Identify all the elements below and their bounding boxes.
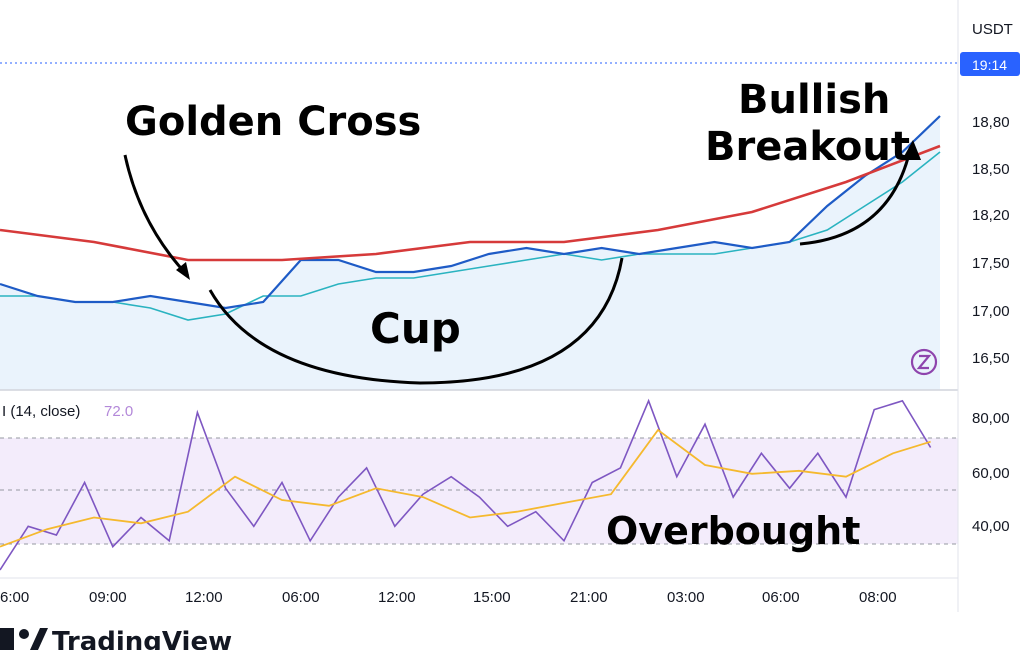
rsi-pane[interactable]: I (14, close) 72.0 Overbought [0,398,958,571]
y-tick-label: 18,20 [972,207,1010,224]
brand-name: TradingView [52,627,232,650]
x-tick-label: 15:00 [473,589,511,606]
x-tick-label: 21:00 [570,589,608,606]
x-tick-label: 6:00 [0,589,29,606]
rsi-header-value: 72.0 [104,403,133,420]
x-tick-label: 09:00 [89,589,127,606]
slow-ma-line [0,144,941,262]
price-pane[interactable]: Golden Cross Cup Bullish Breakout [0,62,958,390]
rsi-header-label: I (14, close) [2,403,80,420]
rsi-tick-label: 60,00 [972,465,1010,482]
golden-cross-arrow [123,154,190,278]
last-price-tag [960,52,1020,76]
cup-curve [208,257,624,385]
last-price-text: 19:14 [972,57,1007,73]
golden-cross-arrowhead [176,262,190,280]
y-tick-label: 17,00 [972,303,1010,320]
price-scale[interactable]: USDT 19:14 18,80 18,50 18,20 17,50 17,00… [957,0,1020,612]
annotation-cup: Cup [370,304,461,353]
y-tick-label: 18,50 [972,161,1010,178]
rsi-line [0,398,932,571]
rsi-band [0,438,958,544]
annotation-bullish: Bullish [738,77,890,123]
annotation-golden-cross: Golden Cross [125,99,421,145]
replay-icon[interactable] [910,348,938,376]
tradingview-logo-icon [0,628,48,650]
x-tick-label: 08:00 [859,589,897,606]
rsi-tick-label: 80,00 [972,410,1010,427]
x-tick-label: 12:00 [378,589,416,606]
currency-label: USDT [972,21,1013,38]
time-axis[interactable]: 6:00 09:00 12:00 06:00 12:00 15:00 21:00… [0,577,958,606]
rsi-tick-label: 40,00 [972,518,1010,535]
price-line [0,115,941,310]
annotation-overbought: Overbought [606,509,860,553]
annotation-breakout: Breakout [705,124,910,170]
rsi-ma-line [0,428,931,548]
y-tick-label: 17,50 [972,255,1010,272]
tradingview-brand[interactable]: TradingView [0,627,232,650]
y-tick-label: 16,50 [972,350,1010,367]
x-tick-label: 06:00 [282,589,320,606]
x-tick-label: 12:00 [185,589,223,606]
breakout-arrowhead [902,140,921,160]
x-tick-label: 03:00 [667,589,705,606]
y-tick-label: 18,80 [972,114,1010,131]
x-tick-label: 06:00 [762,589,800,606]
breakout-arrow [799,149,912,246]
